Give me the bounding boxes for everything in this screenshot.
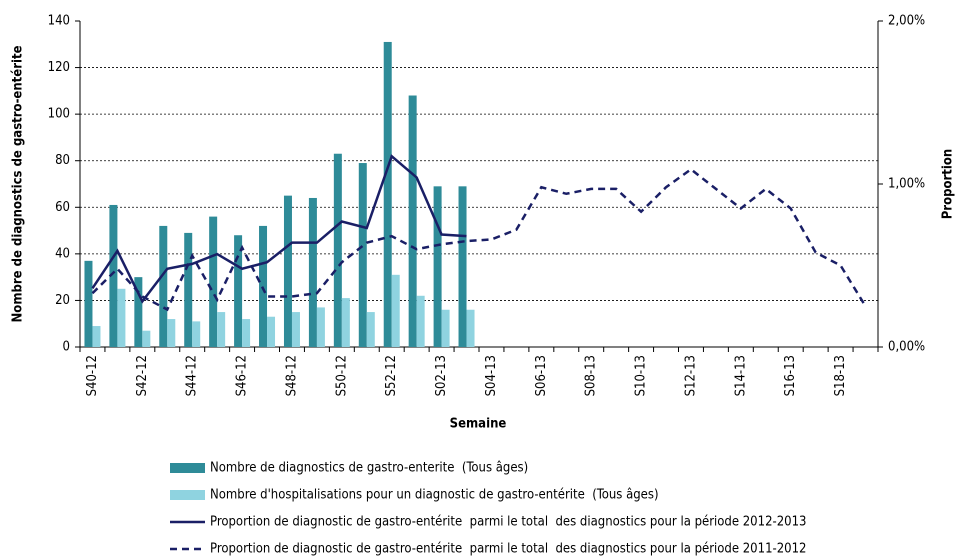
x-tick-label: S14-13 bbox=[733, 355, 748, 396]
bar bbox=[209, 216, 218, 347]
x-tick-label: S52-12 bbox=[384, 355, 399, 396]
y-axis-title: Nombre de diagnostics de gastro-entérite bbox=[11, 45, 26, 322]
bar bbox=[167, 319, 176, 347]
y-tick-label: 100 bbox=[48, 107, 70, 122]
line bbox=[91, 154, 467, 304]
y2-tick-label: 0,00% bbox=[888, 340, 925, 355]
legend-swatch bbox=[170, 490, 205, 500]
bar bbox=[217, 312, 226, 347]
x-tick-label: S40-12 bbox=[85, 355, 100, 396]
bar bbox=[358, 163, 367, 347]
legend-label: Nombre de diagnostics de gastro-enterite… bbox=[210, 461, 528, 476]
bar bbox=[283, 195, 292, 347]
bar bbox=[234, 235, 243, 347]
x-tick-label: S02-13 bbox=[434, 355, 449, 396]
bar bbox=[383, 41, 392, 347]
x-tick-label: S46-12 bbox=[235, 355, 250, 396]
bar bbox=[184, 232, 193, 347]
bar bbox=[391, 274, 400, 347]
bar bbox=[117, 288, 126, 347]
y2-axis-title: Proportion bbox=[941, 149, 956, 220]
x-axis-title: Semaine bbox=[450, 417, 507, 432]
bar bbox=[441, 309, 450, 347]
bar bbox=[109, 204, 118, 347]
x-tick-label: S42-12 bbox=[135, 355, 150, 396]
bar bbox=[84, 260, 93, 347]
bar bbox=[192, 321, 201, 347]
legend-label: Proportion de diagnostic de gastro-entér… bbox=[210, 515, 806, 530]
x-tick-label: S50-12 bbox=[334, 355, 349, 396]
bar bbox=[341, 298, 350, 347]
bar bbox=[466, 309, 475, 347]
x-tick-label: S08-13 bbox=[584, 355, 599, 396]
bar bbox=[142, 330, 151, 347]
x-tick-label: S48-12 bbox=[284, 355, 299, 396]
x-tick-label: S10-13 bbox=[634, 355, 649, 396]
x-tick-label: S44-12 bbox=[185, 355, 200, 396]
y-tick-label: 0 bbox=[63, 340, 70, 355]
line bbox=[91, 167, 867, 312]
y-tick-label: 20 bbox=[55, 293, 70, 308]
x-tick-label: S18-13 bbox=[833, 355, 848, 396]
bar bbox=[291, 312, 300, 347]
y-tick-label: 40 bbox=[55, 246, 70, 261]
y2-tick-label: 1,00% bbox=[888, 177, 925, 192]
bar bbox=[159, 225, 168, 347]
legend-label: Proportion de diagnostic de gastro-entér… bbox=[210, 542, 806, 556]
bar bbox=[92, 326, 101, 347]
x-tick-label: S16-13 bbox=[783, 355, 798, 396]
bar bbox=[333, 153, 342, 347]
legend-swatch bbox=[170, 463, 205, 473]
bar bbox=[433, 186, 442, 347]
legend-label: Nombre d'hospitalisations pour un diagno… bbox=[210, 488, 659, 503]
bar bbox=[134, 277, 143, 347]
bar bbox=[242, 319, 251, 347]
bar bbox=[458, 186, 467, 347]
bar bbox=[416, 295, 425, 347]
x-tick-label: S06-13 bbox=[534, 355, 549, 396]
bar bbox=[267, 316, 276, 347]
y-tick-label: 120 bbox=[48, 60, 70, 75]
y-tick-label: 60 bbox=[55, 200, 70, 215]
x-tick-label: S12-13 bbox=[683, 355, 698, 396]
bar bbox=[408, 95, 417, 347]
bar bbox=[366, 312, 375, 347]
bar bbox=[308, 197, 317, 347]
y-tick-label: 80 bbox=[55, 153, 70, 168]
y-tick-label: 140 bbox=[48, 14, 70, 29]
y2-tick-label: 2,00% bbox=[888, 14, 925, 29]
x-tick-label: S04-13 bbox=[484, 355, 499, 396]
bar bbox=[316, 307, 325, 347]
